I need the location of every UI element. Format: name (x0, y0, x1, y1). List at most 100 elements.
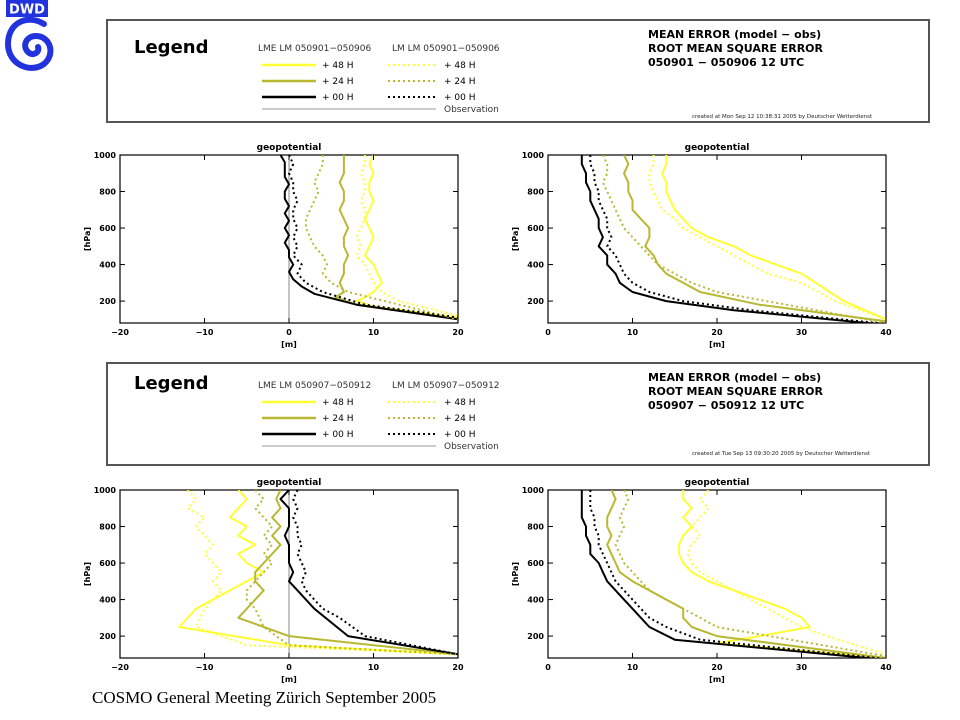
y-tick-label: 800 (527, 523, 544, 532)
series-line (661, 155, 886, 321)
x-tick-label: −20 (111, 663, 129, 672)
series-line (580, 155, 878, 323)
y-axis-label: [hPa] (511, 227, 520, 251)
y-tick-label: 400 (527, 261, 544, 270)
series-line (648, 155, 886, 321)
x-tick-label: −10 (196, 328, 214, 337)
legend-col1-header: LME LM 050901−050906 (258, 44, 371, 54)
x-tick-label: 0 (286, 328, 292, 337)
legend-info-1: MEAN ERROR (model − obs) (648, 28, 821, 41)
x-tick-label: 10 (627, 328, 639, 337)
chart-rmse-1: 0 10 20 30 40 200 400 600 800 1000 geopotential [m]… (511, 143, 892, 349)
y-tick-label: 200 (527, 632, 544, 641)
x-tick-label: 10 (368, 328, 380, 337)
legend-col2-header: LM LM 050901−050906 (392, 44, 500, 54)
chart-rmse-2: 0 10 20 30 40 200 400 600 800 1000 geopotential [m]… (511, 478, 892, 684)
dwd-logo: DWD (4, 0, 54, 71)
legend-row-24: + 24 H (322, 414, 353, 424)
series-line (623, 155, 886, 323)
y-tick-label: 600 (527, 559, 544, 568)
x-tick-label: 30 (796, 328, 808, 337)
series-line (245, 490, 458, 656)
x-tick-label: −20 (111, 328, 129, 337)
x-axis-label: [m] (281, 340, 297, 349)
y-tick-label: 600 (99, 559, 116, 568)
series-line (589, 490, 886, 658)
plot-frame (547, 489, 887, 659)
series-line (334, 155, 458, 321)
y-tick-label: 1000 (94, 151, 117, 160)
x-axis-label: [m] (709, 675, 725, 684)
legend-title: Legend (134, 37, 208, 58)
y-tick-label: 600 (527, 224, 544, 233)
series-line (279, 490, 458, 656)
x-tick-label: 30 (796, 663, 808, 672)
legend-observation: Observation (444, 105, 499, 115)
y-tick-label: 400 (99, 596, 116, 605)
y-tick-label: 1000 (522, 151, 545, 160)
legend-row-48-lm: + 48 H (444, 61, 475, 71)
legend-1-svg: Legend LME LM 050901−050906 LM LM 050901… (134, 28, 873, 120)
x-axis-label: [m] (281, 675, 297, 684)
x-tick-label: 40 (880, 663, 892, 672)
x-tick-label: 40 (880, 328, 892, 337)
legend-row-00: + 00 H (322, 93, 353, 103)
series-line (304, 155, 458, 321)
y-tick-label: 200 (527, 297, 544, 306)
x-tick-label: 20 (711, 663, 723, 672)
x-tick-label: 20 (452, 663, 464, 672)
x-tick-label: 0 (545, 328, 551, 337)
legend-created: created at Mon Sep 12 10:38:31 2005 by D… (692, 114, 873, 120)
legend-info-1: MEAN ERROR (model − obs) (648, 371, 821, 384)
legend-2-svg: Legend LME LM 050907−050912 LM LM 050907… (134, 371, 871, 457)
footer-caption: COSMO General Meeting Zürich September 2… (92, 688, 437, 707)
chart-title: geopotential (257, 478, 322, 488)
chart-title: geopotential (257, 143, 322, 153)
y-tick-label: 1000 (94, 486, 117, 495)
series-line (237, 490, 458, 656)
legend-row-48: + 48 H (322, 398, 353, 408)
x-axis-label: [m] (709, 340, 725, 349)
y-tick-label: 800 (99, 523, 116, 532)
legend-col1-header: LME LM 050907−050912 (258, 381, 371, 391)
x-tick-label: 20 (711, 328, 723, 337)
legend-row-24-lm: + 24 H (444, 77, 475, 87)
chart-title: geopotential (685, 143, 750, 153)
legend-row-24-lm: + 24 H (444, 414, 475, 424)
legend-row-00-lm: + 00 H (444, 93, 475, 103)
legend-col2-header: LM LM 050907−050912 (392, 381, 500, 391)
x-tick-label: −10 (196, 663, 214, 672)
chart-mean-error-2: −20 −10 0 10 20 200 400 600 800 1000 geopotential [… (83, 478, 464, 684)
legend-row-24: + 24 H (322, 77, 353, 87)
x-tick-label: 0 (286, 663, 292, 672)
plot-frame (547, 154, 887, 324)
legend-info-3: 050901 − 050906 12 UTC (648, 56, 804, 69)
x-tick-label: 0 (545, 663, 551, 672)
series-line (292, 490, 458, 656)
legend-row-48-lm: + 48 H (444, 398, 475, 408)
legend-info-2: ROOT MEAN SQUARE ERROR (648, 385, 824, 398)
legend-observation: Observation (444, 442, 499, 452)
y-axis-label: [hPa] (83, 227, 92, 251)
x-tick-label: 10 (627, 663, 639, 672)
y-tick-label: 800 (527, 188, 544, 197)
legend-info-3: 050907 − 050912 12 UTC (648, 399, 804, 412)
y-axis-label: [hPa] (511, 562, 520, 586)
series-line (279, 155, 458, 321)
series-line (589, 155, 886, 323)
y-tick-label: 200 (99, 632, 116, 641)
chart-title: geopotential (685, 478, 750, 488)
legend-info-2: ROOT MEAN SQUARE ERROR (648, 42, 824, 55)
y-axis-label: [hPa] (83, 562, 92, 586)
series-line (601, 155, 886, 323)
series-line (678, 490, 886, 658)
logo-text: DWD (9, 3, 45, 18)
series-line (580, 490, 878, 658)
legend-title: Legend (134, 373, 208, 394)
series-line (614, 490, 886, 658)
chart-mean-error-1: −20 −10 0 10 20 200 400 600 800 1000 geopotential [… (83, 143, 464, 349)
x-tick-label: 20 (452, 328, 464, 337)
series-line (606, 490, 886, 658)
y-tick-label: 600 (99, 224, 116, 233)
y-tick-label: 400 (99, 261, 116, 270)
